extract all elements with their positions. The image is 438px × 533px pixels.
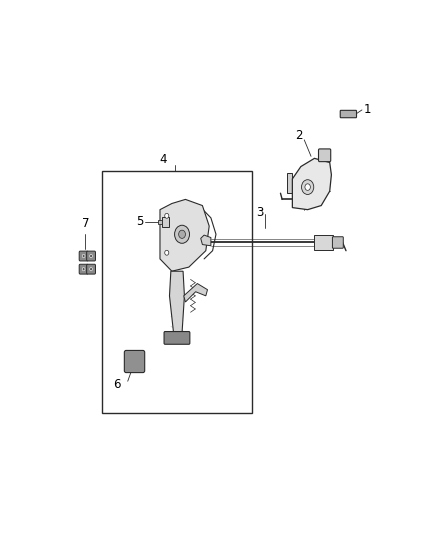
Circle shape (82, 254, 85, 257)
FancyBboxPatch shape (332, 237, 343, 248)
Circle shape (165, 213, 169, 219)
FancyBboxPatch shape (164, 332, 190, 344)
FancyBboxPatch shape (124, 350, 145, 373)
Text: 6: 6 (113, 377, 121, 391)
FancyBboxPatch shape (79, 264, 88, 274)
Circle shape (165, 251, 169, 255)
FancyBboxPatch shape (79, 251, 88, 261)
Bar (287, 173, 293, 193)
Polygon shape (184, 284, 208, 302)
Text: 1: 1 (364, 103, 371, 116)
Bar (314, 235, 333, 250)
FancyBboxPatch shape (87, 251, 95, 261)
FancyBboxPatch shape (318, 149, 331, 161)
Circle shape (179, 230, 185, 238)
Text: 7: 7 (81, 217, 89, 230)
Bar (162, 216, 169, 227)
Circle shape (305, 184, 311, 190)
Circle shape (301, 180, 314, 195)
Circle shape (90, 268, 92, 271)
Circle shape (82, 268, 85, 271)
Circle shape (90, 254, 92, 257)
Polygon shape (201, 235, 211, 246)
Polygon shape (170, 271, 184, 333)
Text: 4: 4 (159, 152, 167, 166)
Text: 2: 2 (295, 130, 303, 142)
Text: 5: 5 (136, 215, 143, 229)
Circle shape (175, 225, 190, 243)
Bar (158, 220, 162, 224)
Text: 3: 3 (256, 206, 264, 219)
FancyBboxPatch shape (87, 264, 95, 274)
Polygon shape (160, 199, 209, 271)
FancyBboxPatch shape (180, 234, 185, 241)
FancyBboxPatch shape (340, 110, 357, 118)
Polygon shape (293, 158, 332, 209)
Bar (102, 171, 251, 413)
